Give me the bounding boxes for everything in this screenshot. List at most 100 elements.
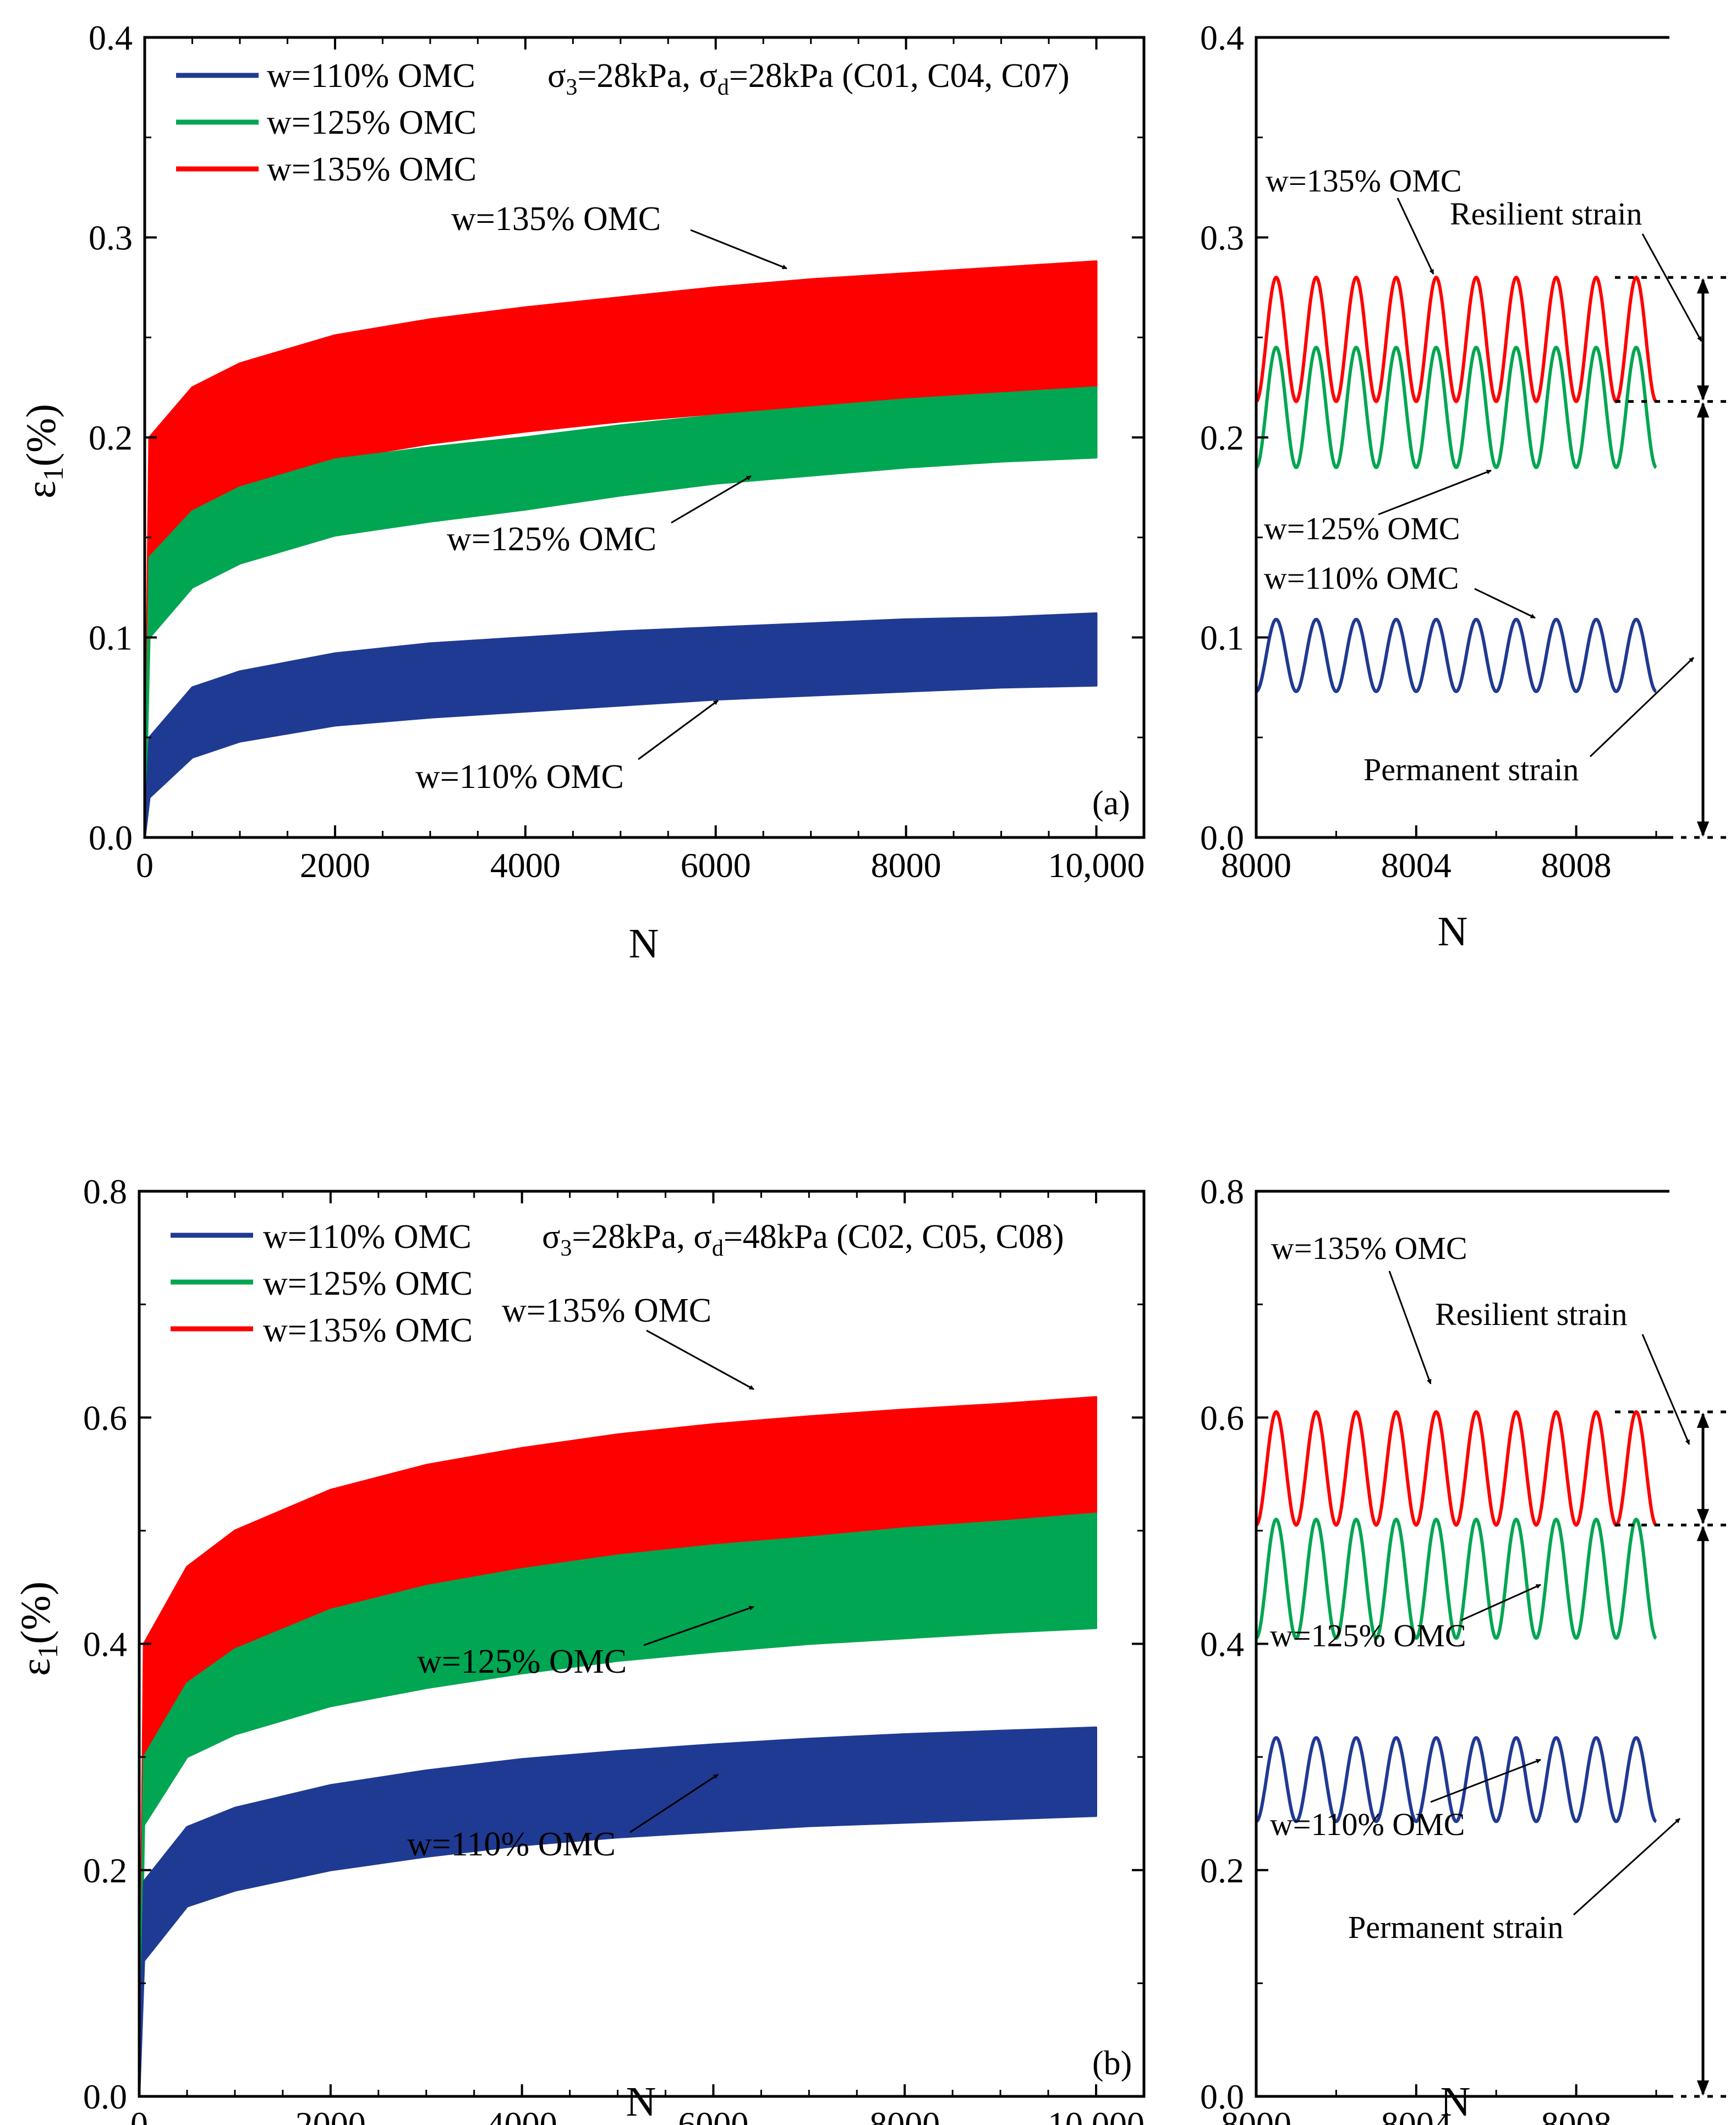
zoom-annotation-125: w=125% OMC xyxy=(1270,1618,1466,1653)
legend-entry-110: w=110% OMC xyxy=(263,1218,472,1256)
legend: w=110% OMC w=125% OMC w=135% OMC xyxy=(171,1218,473,1349)
y-axis-label: ε1(%) xyxy=(18,404,69,499)
y-tick-label: 0.2 xyxy=(1200,418,1244,457)
y-tick-label: 0.0 xyxy=(1200,818,1244,857)
zoom-arrow-135 xyxy=(1388,1270,1432,1384)
x-tick-label: 4000 xyxy=(490,846,561,885)
annotation-125: w=125% OMC xyxy=(417,1643,627,1680)
series-band-w-125-omc xyxy=(144,386,1098,839)
x-tick-label: 8000 xyxy=(871,846,941,885)
annotation-arrow-135 xyxy=(646,1329,754,1390)
x-tick-label: 6000 xyxy=(681,846,751,885)
series-wave-w-135-omc xyxy=(1255,275,1657,403)
zoom-arrow-125 xyxy=(1460,1584,1541,1622)
zoom-annotation-resilient: Resilient strain xyxy=(1435,1296,1628,1332)
zoom-arrow-permanent xyxy=(1589,656,1695,758)
x-tick-label: 8004 xyxy=(1381,846,1452,885)
y-tick-label: 0.3 xyxy=(1200,218,1244,258)
zoom-arrow-resilient xyxy=(1641,1334,1690,1445)
x-tick-label: 0 xyxy=(136,846,154,885)
x-tick-label: 4000 xyxy=(487,2105,557,2125)
zoom-arrow-resilient xyxy=(1641,233,1702,342)
x-tick-label: 10,000 xyxy=(1048,846,1145,885)
x-tick-label: 6000 xyxy=(678,2105,748,2125)
x-tick-label: 8004 xyxy=(1381,2105,1452,2125)
series-wave-w-110-omc xyxy=(1256,617,1657,693)
y-tick-label: 0.4 xyxy=(89,18,133,57)
legend-entry-135: w=135% OMC xyxy=(267,151,477,188)
x-axis-label: N xyxy=(626,2079,656,2125)
y-tick-label: 0.4 xyxy=(83,1625,127,1664)
y-tick-label: 0.0 xyxy=(83,2077,127,2116)
legend-entry-135: w=135% OMC xyxy=(263,1312,473,1349)
legend-entry-125: w=125% OMC xyxy=(263,1265,473,1302)
annotation-135: w=135% OMC xyxy=(502,1292,711,1329)
x-tick-label: 8000 xyxy=(869,2105,940,2125)
panel-a-zoom: 0.0 0.1 0.2 0.3 0.4 8000 8004 8008 N w=135% OMC… xyxy=(1200,18,1733,955)
annotation-arrow-110 xyxy=(638,699,719,760)
zoom-arrow-permanent xyxy=(1573,1817,1681,1916)
zoom-arrow-135 xyxy=(1397,198,1434,275)
x-tick-label: 0 xyxy=(130,2105,148,2125)
zoom-arrow-110 xyxy=(1474,588,1536,619)
zoom-arrow-125 xyxy=(1378,469,1492,516)
zoom-annotation-resilient: Resilient strain xyxy=(1450,196,1642,232)
x-axis-label: N xyxy=(1438,908,1468,955)
x-axis-label: N xyxy=(629,921,659,967)
annotation-arrow-110 xyxy=(629,1773,719,1833)
series-band-w-125-omc xyxy=(138,1513,1097,2097)
y-tick-label: 0.1 xyxy=(1200,618,1244,658)
y-tick-label: 0.4 xyxy=(1200,1625,1244,1664)
panel-label: (a) xyxy=(1092,785,1130,822)
annotation-arrow-135 xyxy=(690,229,787,270)
zoom-annotation-permanent: Permanent strain xyxy=(1363,752,1579,787)
x-tick-label: 8000 xyxy=(1221,846,1291,885)
annotation-125: w=125% OMC xyxy=(447,521,656,558)
y-tick-label: 0.3 xyxy=(89,218,133,258)
x-tick-label: 2000 xyxy=(295,2105,366,2125)
series-wave-w-135-omc xyxy=(1255,1410,1657,1527)
y-axis-label: ε1(%) xyxy=(13,1581,64,1676)
zoom-annotation-125: w=125% OMC xyxy=(1264,511,1460,546)
y-tick-label: 0.6 xyxy=(83,1398,127,1437)
x-axis-label: N xyxy=(1441,2079,1471,2125)
y-tick-label: 0.0 xyxy=(89,818,133,857)
y-tick-label: 0.2 xyxy=(83,1851,127,1890)
y-tick-label: 0.8 xyxy=(1200,1172,1244,1211)
x-tick-label: 8000 xyxy=(1221,2105,1291,2125)
series-wave-w-125-omc xyxy=(1255,1517,1657,1640)
annotation-135: w=135% OMC xyxy=(451,200,661,238)
panel-b-main: 0.0 0.2 0.4 0.6 0.8 0 2000 4000 6000 8000 10,000 ε… xyxy=(13,1172,1146,2125)
annotation-110: w=110% OMC xyxy=(407,1826,616,1863)
legend-entry-110: w=110% OMC xyxy=(267,57,475,95)
zoom-arrow-110 xyxy=(1430,1759,1541,1803)
zoom-annotation-110: w=110% OMC xyxy=(1264,560,1459,596)
annotation-110: w=110% OMC xyxy=(415,758,624,796)
panel-b-zoom: 0.0 0.2 0.4 0.6 0.8 8000 8004 8008 N w=135% OMC… xyxy=(1200,1172,1733,2125)
x-tick-label: 8008 xyxy=(1541,846,1612,885)
y-tick-label: 0.6 xyxy=(1200,1398,1244,1437)
annotation-arrow-125 xyxy=(671,475,752,524)
y-tick-label: 0.2 xyxy=(1200,1851,1244,1890)
legend-entry-125: w=125% OMC xyxy=(267,104,477,141)
series-band-w-110-omc xyxy=(144,612,1098,839)
x-tick-label: 2000 xyxy=(300,846,370,885)
series-wave-w-125-omc xyxy=(1255,346,1657,469)
series-wave-w-110-omc xyxy=(1256,1736,1657,1823)
y-tick-label: 0.2 xyxy=(89,418,133,457)
legend: w=110% OMC w=125% OMC w=135% OMC xyxy=(176,57,477,188)
zoom-annotation-110: w=110% OMC xyxy=(1270,1806,1465,1842)
x-tick-label: 10,000 xyxy=(1048,2105,1144,2125)
series-band-w-110-omc xyxy=(138,1726,1097,2097)
y-tick-label: 0.1 xyxy=(89,618,133,658)
x-tick-label: 8008 xyxy=(1541,2105,1612,2125)
zoom-annotation-permanent: Permanent strain xyxy=(1348,1909,1563,1945)
annotation-arrow-125 xyxy=(643,1606,754,1646)
y-tick-label: 0.4 xyxy=(1200,18,1244,57)
test-condition: σ3=28kPa, σd=48kPa (C02, C05, C08) xyxy=(542,1218,1064,1261)
zoom-annotation-135: w=135% OMC xyxy=(1271,1230,1467,1266)
panel-a-main: 0.0 0.1 0.2 0.3 0.4 0 2000 4000 6000 8000 10,000 ε… xyxy=(18,18,1146,967)
test-condition: σ3=28kPa, σd=28kPa (C01, C04, C07) xyxy=(547,57,1070,100)
panel-label: (b) xyxy=(1092,2045,1132,2082)
